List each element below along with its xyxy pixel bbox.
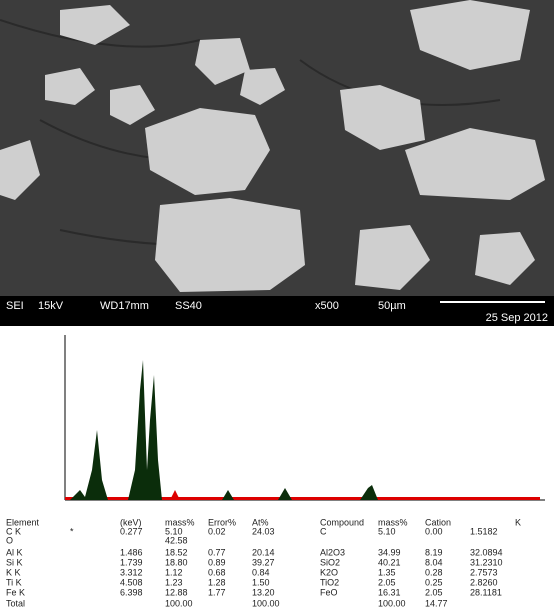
- table-cell: Total: [6, 598, 25, 608]
- table-cell: 100.00: [165, 598, 193, 608]
- table-header: K: [515, 517, 521, 527]
- table-cell: 5.10: [378, 526, 396, 536]
- sem-image: [0, 0, 554, 326]
- table-cell: 8.19: [425, 547, 443, 557]
- table-cell: 0.02: [208, 526, 226, 536]
- info-date: 25 Sep 2012: [486, 312, 548, 324]
- table-cell: 1.486: [120, 547, 143, 557]
- table-cell: 6.398: [120, 587, 143, 597]
- table-cell: 0.84: [252, 567, 270, 577]
- table-cell: 1.77: [208, 587, 226, 597]
- table-cell: 2.05: [425, 587, 443, 597]
- spectrum-peaks: [70, 360, 378, 500]
- spectrum-bump: [170, 490, 180, 500]
- table-cell: *: [70, 526, 74, 536]
- table-header: Error%: [208, 517, 236, 527]
- table-cell: 0.68: [208, 567, 226, 577]
- table-cell: TiO2: [320, 577, 339, 587]
- table-cell: 0.28: [425, 567, 443, 577]
- table-cell: 2.8260: [470, 577, 498, 587]
- table-cell: 1.28: [208, 577, 226, 587]
- table-cell: 32.0894: [470, 547, 503, 557]
- table-header: mass%: [378, 517, 408, 527]
- table-cell: 2.7573: [470, 567, 498, 577]
- table-cell: 18.52: [165, 547, 188, 557]
- spectrum-panel: [0, 326, 554, 506]
- table-cell: 1.50: [252, 577, 270, 587]
- table-cell: 16.31: [378, 587, 401, 597]
- table-cell: 34.99: [378, 547, 401, 557]
- table-cell: 2.05: [378, 577, 396, 587]
- table-cell: 40.21: [378, 557, 401, 567]
- table-header: Cation: [425, 517, 451, 527]
- info-text: WD17mm: [100, 300, 149, 312]
- table-cell: 4.508: [120, 577, 143, 587]
- table-cell: 100.00: [252, 598, 280, 608]
- table-cell: 18.80: [165, 557, 188, 567]
- table-cell: 1.35: [378, 567, 396, 577]
- info-bar: [0, 296, 554, 326]
- table-cell: Si K: [6, 557, 23, 567]
- table-cell: 8.04: [425, 557, 443, 567]
- table-cell: 24.03: [252, 526, 275, 536]
- table-header: Compound: [320, 517, 364, 527]
- table-header: (keV): [120, 517, 142, 527]
- table-cell: 0.77: [208, 547, 226, 557]
- spectrum-baseline: [65, 497, 540, 500]
- info-text: 15kV: [38, 300, 64, 312]
- info-text: SS40: [175, 300, 202, 312]
- table-cell: 0.25: [425, 577, 443, 587]
- table-cell: 14.77: [425, 598, 448, 608]
- table-header: At%: [252, 517, 269, 527]
- table-cell: 1.12: [165, 567, 183, 577]
- table-cell: 12.88: [165, 587, 188, 597]
- table-cell: Al2O3: [320, 547, 345, 557]
- sem-particles: [0, 0, 545, 292]
- table-cell: 1.739: [120, 557, 143, 567]
- table-cell: 1.23: [165, 577, 183, 587]
- table-cell: 20.14: [252, 547, 275, 557]
- table-cell: K K: [6, 567, 21, 577]
- table-cell: 0.277: [120, 526, 143, 536]
- table-cell: C K: [6, 526, 21, 536]
- table-cell: K2O: [320, 567, 338, 577]
- eds-spectrum: [0, 326, 554, 506]
- table-cell: Al K: [6, 547, 23, 557]
- table-cell: 0.00: [425, 526, 443, 536]
- table-cell: Fe K: [6, 587, 25, 597]
- table-header: mass%: [165, 517, 195, 527]
- table-cell: FeO: [320, 587, 338, 597]
- table-cell: O: [6, 535, 13, 545]
- table-cell: C: [320, 526, 327, 536]
- table-cell: 28.1181: [470, 587, 502, 597]
- table-cell: 13.20: [252, 587, 275, 597]
- table-cell: 1.5182: [470, 526, 498, 536]
- table-cell: 3.312: [120, 567, 143, 577]
- table-cell: 0.89: [208, 557, 226, 567]
- info-text: SEI: [6, 300, 24, 312]
- table-cell: 39.27: [252, 557, 275, 567]
- info-text: x500: [315, 300, 339, 312]
- table-cell: 31.2310: [470, 557, 503, 567]
- table-cell: 5.10: [165, 526, 183, 536]
- table-cell: SiO2: [320, 557, 340, 567]
- table-cell: Ti K: [6, 577, 22, 587]
- info-text: 50µm: [378, 300, 406, 312]
- table-cell: 42.58: [165, 535, 188, 545]
- table-cell: 100.00: [378, 598, 406, 608]
- table-header: Element: [6, 517, 40, 527]
